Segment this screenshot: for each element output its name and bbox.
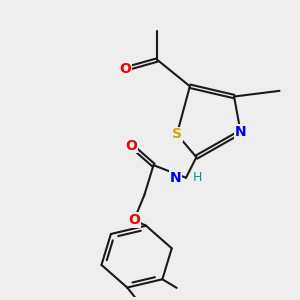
Text: N: N (235, 125, 246, 139)
Text: O: O (125, 139, 137, 153)
Text: O: O (128, 213, 140, 227)
Text: N: N (170, 171, 182, 185)
Text: S: S (172, 127, 182, 141)
Text: H: H (193, 171, 203, 184)
Text: O: O (119, 62, 131, 76)
